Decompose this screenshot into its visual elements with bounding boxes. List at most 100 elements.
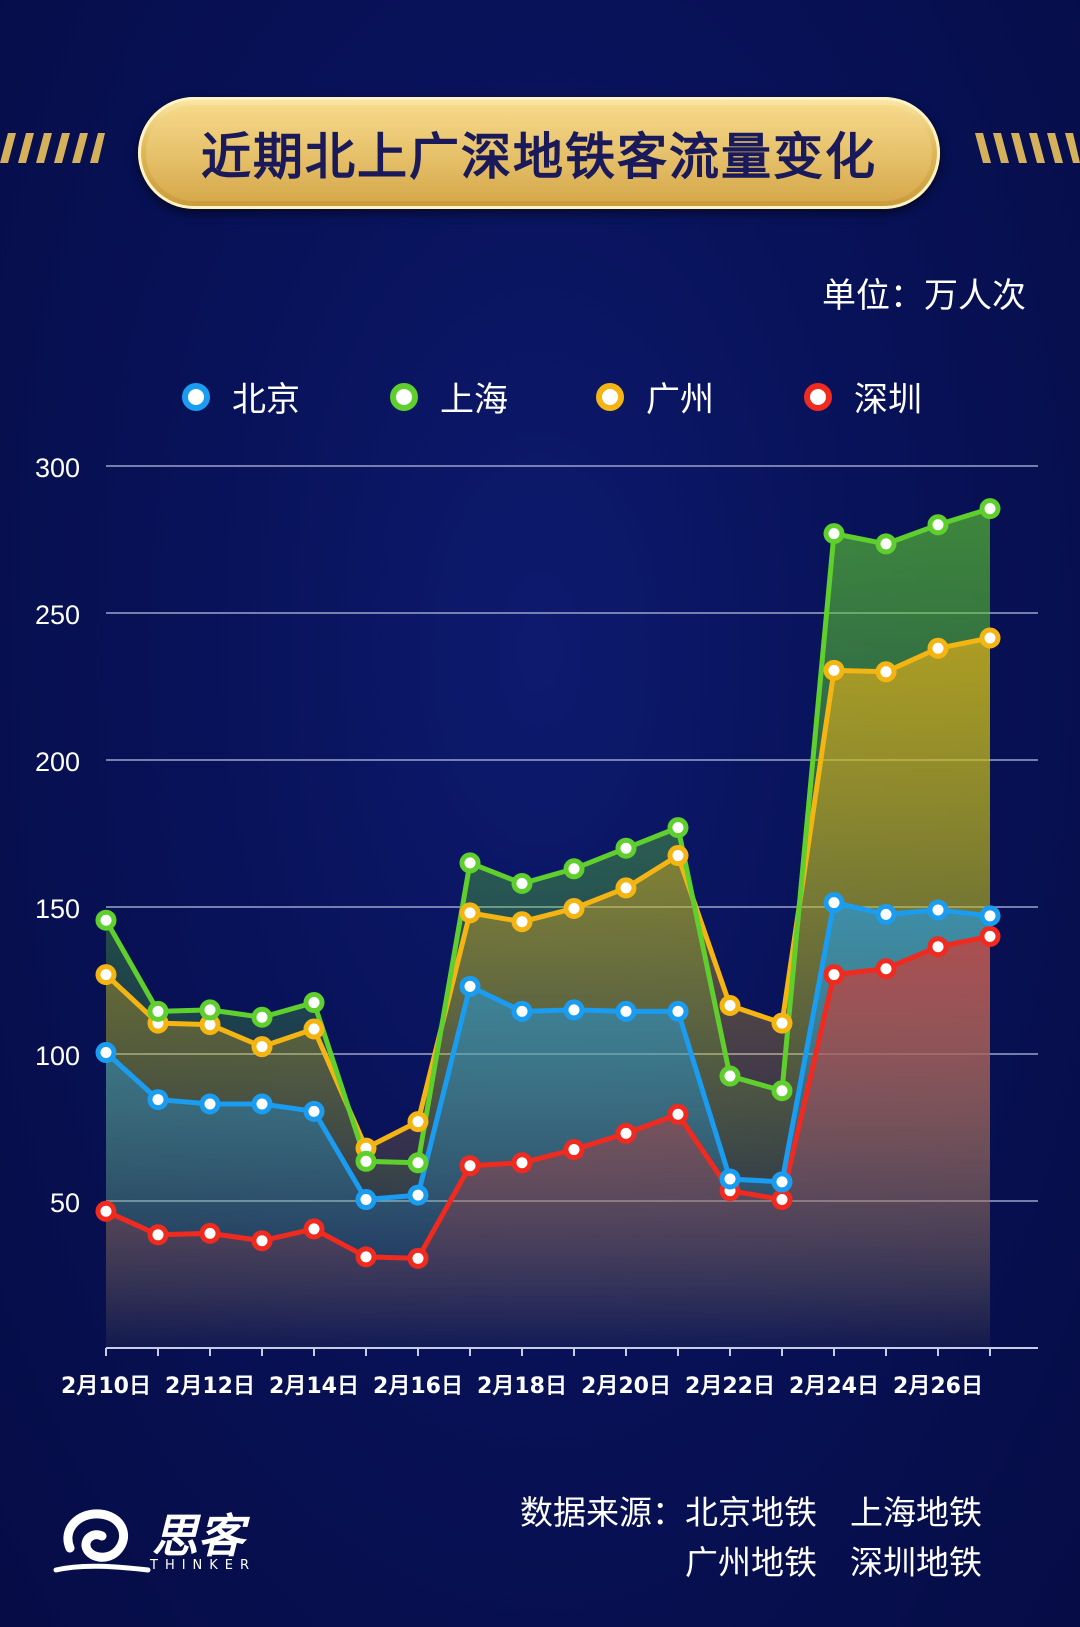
point-shanghai-14 <box>823 523 845 545</box>
point-guangzhou-8 <box>511 911 533 933</box>
point-shanghai-3 <box>251 1006 273 1028</box>
point-shenzhen-11 <box>667 1103 689 1125</box>
y-tick-label-100: 100 <box>35 1041 80 1071</box>
point-beijing-11 <box>667 1000 689 1022</box>
legend-marker-beijing <box>182 382 210 411</box>
legend-item-shanghai: 上海 <box>390 372 508 421</box>
point-beijing-13 <box>771 1171 793 1193</box>
point-shanghai-12 <box>719 1065 741 1087</box>
legend-marker-shenzhen <box>804 382 832 411</box>
point-shenzhen-0 <box>95 1200 117 1222</box>
point-beijing-6 <box>407 1184 429 1206</box>
title-banner-inner: 近期北上广深地铁客流量变化 <box>146 105 932 201</box>
point-shanghai-15 <box>875 533 897 555</box>
brand-logo-icon <box>53 1509 151 1573</box>
area-layer <box>106 508 990 1348</box>
point-shanghai-16 <box>927 514 949 536</box>
point-shenzhen-14 <box>823 964 845 986</box>
point-beijing-15 <box>875 903 897 925</box>
label-layer: 50 100 150 200 250 300 2月10日 2月12日 2月14日 2月16日 2月1… <box>35 453 983 1399</box>
point-beijing-3 <box>251 1093 273 1115</box>
point-guangzhou-9 <box>563 897 585 919</box>
data-source-line2: 广州地铁 深圳地铁 <box>685 1543 982 1582</box>
point-guangzhou-6 <box>407 1111 429 1133</box>
point-guangzhou-16 <box>927 637 949 659</box>
point-shanghai-9 <box>563 858 585 880</box>
x-tick-label-4: 2月14日 <box>269 1374 359 1399</box>
point-beijing-7 <box>459 975 481 997</box>
legend-label-beijing: 北京 <box>232 380 300 420</box>
point-shanghai-6 <box>407 1152 429 1174</box>
point-shanghai-0 <box>95 909 117 931</box>
brand-logo: 思客 THINKER <box>52 1500 282 1580</box>
brand-logo-sub: THINKER <box>150 1558 257 1573</box>
y-tick-label-200: 200 <box>35 747 80 777</box>
point-shenzhen-17 <box>979 925 1001 947</box>
point-shanghai-5 <box>355 1150 377 1172</box>
point-beijing-12 <box>719 1168 741 1190</box>
y-tick-label-50: 50 <box>50 1188 80 1218</box>
x-tick-label-12: 2月22日 <box>685 1374 775 1399</box>
unit-label: 单位：万人次 <box>822 276 1026 316</box>
point-guangzhou-10 <box>615 877 637 899</box>
point-shanghai-11 <box>667 817 689 839</box>
point-beijing-16 <box>927 899 949 921</box>
point-guangzhou-12 <box>719 994 741 1016</box>
point-guangzhou-17 <box>979 627 1001 649</box>
x-tick-label-10: 2月20日 <box>581 1374 671 1399</box>
point-guangzhou-14 <box>823 659 845 681</box>
point-shanghai-2 <box>199 999 221 1021</box>
point-shenzhen-10 <box>615 1122 637 1144</box>
point-shanghai-13 <box>771 1080 793 1102</box>
point-shenzhen-2 <box>199 1222 221 1244</box>
y-tick-label-300: 300 <box>35 453 80 483</box>
x-tick-label-16: 2月26日 <box>893 1374 983 1399</box>
point-beijing-0 <box>95 1042 117 1064</box>
legend-item-guangzhou: 广州 <box>596 372 714 421</box>
point-guangzhou-13 <box>771 1012 793 1034</box>
point-shenzhen-15 <box>875 958 897 980</box>
point-beijing-4 <box>303 1100 325 1122</box>
point-shenzhen-13 <box>771 1189 793 1211</box>
title-banner: 近期北上广深地铁客流量变化 <box>138 97 940 209</box>
legend-item-beijing: 北京 <box>182 372 300 421</box>
point-beijing-10 <box>615 1000 637 1022</box>
x-tick-label-2: 2月12日 <box>165 1374 255 1399</box>
point-beijing-9 <box>563 999 585 1021</box>
point-layer <box>95 498 1001 1269</box>
point-beijing-5 <box>355 1189 377 1211</box>
decor-stripes-right <box>975 133 1080 163</box>
point-shenzhen-3 <box>251 1230 273 1252</box>
point-shenzhen-8 <box>511 1152 533 1174</box>
point-shenzhen-5 <box>355 1246 377 1268</box>
point-beijing-8 <box>511 1000 533 1022</box>
legend: 北京 上海 广州 深圳 <box>0 372 1080 422</box>
point-shanghai-7 <box>459 852 481 874</box>
legend-marker-shanghai <box>390 382 418 411</box>
y-tick-label-250: 250 <box>35 600 80 630</box>
legend-label-shanghai: 上海 <box>440 380 508 420</box>
point-guangzhou-0 <box>95 964 117 986</box>
legend-marker-guangzhou <box>596 382 624 411</box>
brand-logo-name: 思客 <box>152 1509 244 1563</box>
x-tick-label-8: 2月18日 <box>477 1374 567 1399</box>
point-guangzhou-7 <box>459 902 481 924</box>
point-guangzhou-15 <box>875 661 897 683</box>
point-shenzhen-7 <box>459 1155 481 1177</box>
decor-stripes-left <box>0 133 105 163</box>
x-tick-label-0: 2月10日 <box>61 1374 151 1399</box>
point-beijing-1 <box>147 1089 169 1111</box>
point-shanghai-10 <box>615 837 637 859</box>
data-source: 数据来源：北京地铁 上海地铁 广州地铁 深圳地铁 <box>520 1488 982 1588</box>
point-beijing-2 <box>199 1093 221 1115</box>
point-guangzhou-4 <box>303 1018 325 1040</box>
y-tick-label-150: 150 <box>35 894 80 924</box>
point-guangzhou-3 <box>251 1036 273 1058</box>
data-source-line1: 数据来源：北京地铁 上海地铁 <box>520 1493 982 1532</box>
axis-layer <box>105 1347 1038 1356</box>
point-beijing-14 <box>823 892 845 914</box>
point-beijing-17 <box>979 905 1001 927</box>
point-guangzhou-11 <box>667 845 689 867</box>
point-shenzhen-16 <box>927 936 949 958</box>
